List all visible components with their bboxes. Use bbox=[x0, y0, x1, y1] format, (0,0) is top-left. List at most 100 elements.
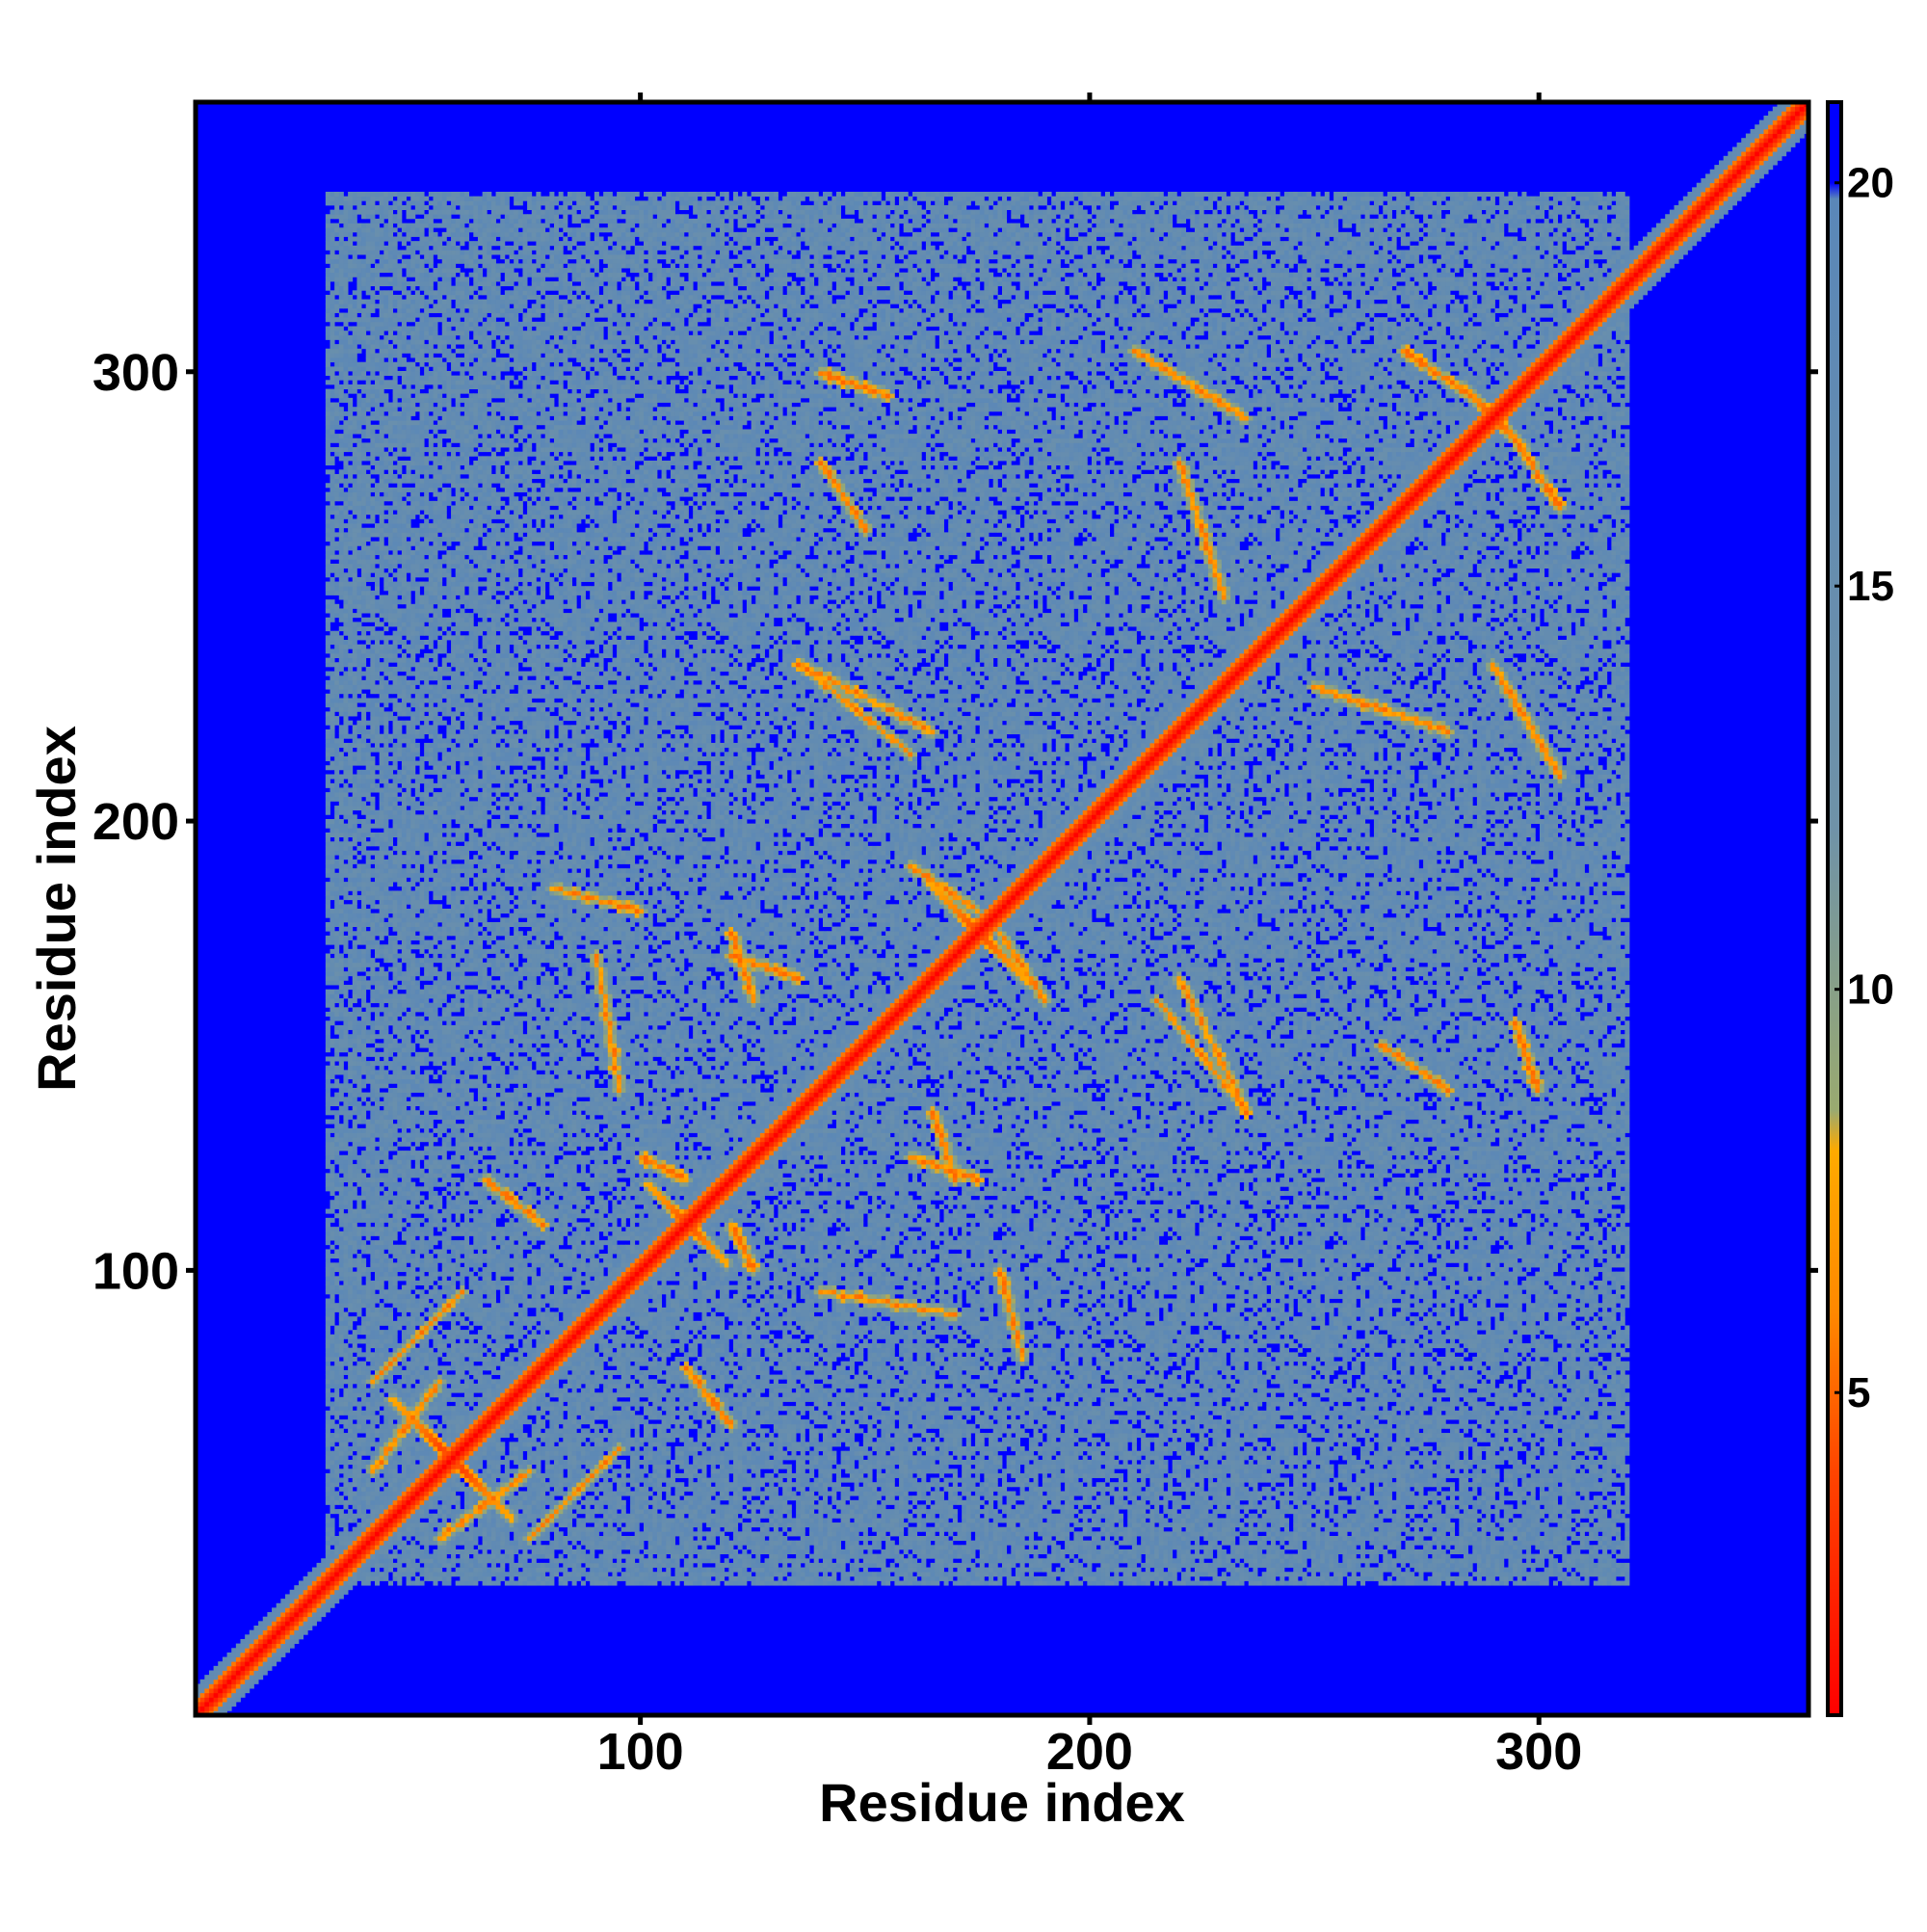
heatmap-cell bbox=[334, 1599, 339, 1603]
heatmap-cell bbox=[236, 1653, 241, 1657]
heatmap-cell bbox=[639, 1576, 644, 1581]
heatmap-cell bbox=[863, 1576, 868, 1581]
heatmap-cell bbox=[483, 1572, 488, 1576]
heatmap-cell bbox=[715, 1568, 720, 1573]
heatmap-cell bbox=[505, 1572, 510, 1576]
heatmap-cell bbox=[818, 1554, 823, 1559]
heatmap-cell bbox=[796, 1576, 801, 1581]
heatmap-cell bbox=[1303, 1581, 1307, 1586]
heatmap-cell bbox=[1379, 1563, 1384, 1568]
heatmap-cell bbox=[1186, 1558, 1191, 1563]
heatmap-cell bbox=[1320, 1581, 1325, 1586]
heatmap-cell bbox=[304, 1585, 308, 1590]
heatmap-cell bbox=[890, 1576, 895, 1581]
heatmap-cell bbox=[433, 1568, 437, 1573]
heatmap-cell bbox=[317, 1576, 322, 1581]
heatmap-cell bbox=[1513, 1572, 1518, 1576]
heatmap-cell bbox=[236, 1661, 241, 1666]
heatmap-cell bbox=[446, 1558, 451, 1563]
heatmap-cell bbox=[361, 1558, 366, 1563]
heatmap-cell bbox=[1141, 1563, 1146, 1568]
heatmap-cell bbox=[648, 1568, 653, 1573]
heatmap-cell bbox=[993, 1554, 998, 1559]
heatmap-cell bbox=[1338, 1576, 1343, 1581]
heatmap-cell bbox=[738, 1572, 743, 1576]
heatmap-cell bbox=[1149, 1554, 1154, 1559]
heatmap-cell bbox=[639, 1563, 644, 1568]
heatmap-cell bbox=[258, 1621, 263, 1626]
heatmap-cell bbox=[1365, 1558, 1370, 1563]
heatmap-cell bbox=[1069, 1568, 1074, 1573]
heatmap-cell bbox=[290, 1594, 295, 1599]
heatmap-cell bbox=[755, 1554, 760, 1559]
heatmap-cell bbox=[253, 1675, 258, 1680]
heatmap-cell bbox=[272, 1607, 277, 1612]
heatmap-cell bbox=[1271, 1554, 1276, 1559]
heatmap-cell bbox=[326, 1599, 330, 1603]
heatmap-cell bbox=[1110, 1581, 1115, 1586]
heatmap-cell bbox=[231, 1666, 236, 1671]
heatmap-cell bbox=[410, 1563, 415, 1568]
heatmap-cell bbox=[648, 1581, 653, 1586]
heatmap-cell bbox=[227, 1688, 232, 1693]
heatmap-cell bbox=[1176, 1558, 1181, 1563]
heatmap-cell bbox=[1316, 1581, 1321, 1586]
heatmap-cell bbox=[1521, 1568, 1526, 1573]
heatmap-cell bbox=[343, 1585, 348, 1590]
heatmap-cell bbox=[1069, 1581, 1074, 1586]
heatmap-cell bbox=[1239, 1568, 1244, 1573]
heatmap-cell bbox=[397, 1581, 402, 1586]
heatmap-cell bbox=[307, 1626, 312, 1630]
heatmap-cell bbox=[514, 1572, 518, 1576]
heatmap-cell bbox=[209, 1680, 214, 1684]
heatmap-cell bbox=[926, 1576, 931, 1581]
heatmap-cell bbox=[563, 1572, 568, 1576]
heatmap-cell bbox=[1262, 1581, 1267, 1586]
heatmap-cell bbox=[339, 1572, 344, 1576]
heatmap-cell bbox=[689, 1558, 694, 1563]
heatmap-cell bbox=[263, 1657, 268, 1662]
heatmap-cell bbox=[1007, 1563, 1012, 1568]
heatmap-cell bbox=[312, 1568, 317, 1573]
heatmap-cell bbox=[267, 1612, 272, 1617]
heatmap-cell bbox=[1486, 1563, 1491, 1568]
heatmap-cell bbox=[1445, 1558, 1450, 1563]
heatmap-cell bbox=[828, 1558, 832, 1563]
heatmap-cell bbox=[858, 1563, 863, 1568]
heatmap-cell bbox=[1083, 1572, 1088, 1576]
heatmap-cell bbox=[1105, 1576, 1110, 1581]
heatmap-cell bbox=[1280, 1554, 1284, 1559]
heatmap-cell bbox=[1607, 1563, 1612, 1568]
heatmap-cell bbox=[549, 1568, 554, 1573]
heatmap-cell bbox=[836, 1563, 841, 1568]
heatmap-cell bbox=[294, 1585, 299, 1590]
heatmap-cell bbox=[277, 1621, 281, 1626]
heatmap-cell bbox=[877, 1576, 882, 1581]
heatmap-cell bbox=[823, 1572, 828, 1576]
heatmap-cell bbox=[1486, 1576, 1491, 1581]
heatmap-cell bbox=[267, 1626, 272, 1630]
heatmap-cell bbox=[1396, 1568, 1401, 1573]
heatmap-cell bbox=[1320, 1576, 1325, 1581]
heatmap-cell bbox=[1127, 1563, 1132, 1568]
heatmap-cell bbox=[1360, 1576, 1365, 1581]
heatmap-cell bbox=[917, 1568, 922, 1573]
heatmap-cell bbox=[855, 1568, 859, 1573]
heatmap-cell bbox=[912, 1576, 917, 1581]
heatmap-cell bbox=[304, 1581, 308, 1586]
heatmap-cell bbox=[1602, 1558, 1607, 1563]
heatmap-cell bbox=[527, 1554, 532, 1559]
heatmap-cell bbox=[1146, 1558, 1150, 1563]
heatmap-cell bbox=[1410, 1572, 1414, 1576]
heatmap-cell bbox=[437, 1576, 442, 1581]
heatmap-cell bbox=[1316, 1568, 1321, 1573]
heatmap-cell bbox=[962, 1576, 966, 1581]
heatmap-cell bbox=[267, 1634, 272, 1639]
heatmap-cell bbox=[984, 1572, 989, 1576]
heatmap-cell bbox=[1477, 1576, 1482, 1581]
heatmap-cell bbox=[1589, 1572, 1594, 1576]
heatmap-cell bbox=[1508, 1568, 1513, 1573]
heatmap-cell bbox=[500, 1572, 505, 1576]
heatmap-cell bbox=[460, 1572, 464, 1576]
heatmap-cell bbox=[1154, 1558, 1159, 1563]
